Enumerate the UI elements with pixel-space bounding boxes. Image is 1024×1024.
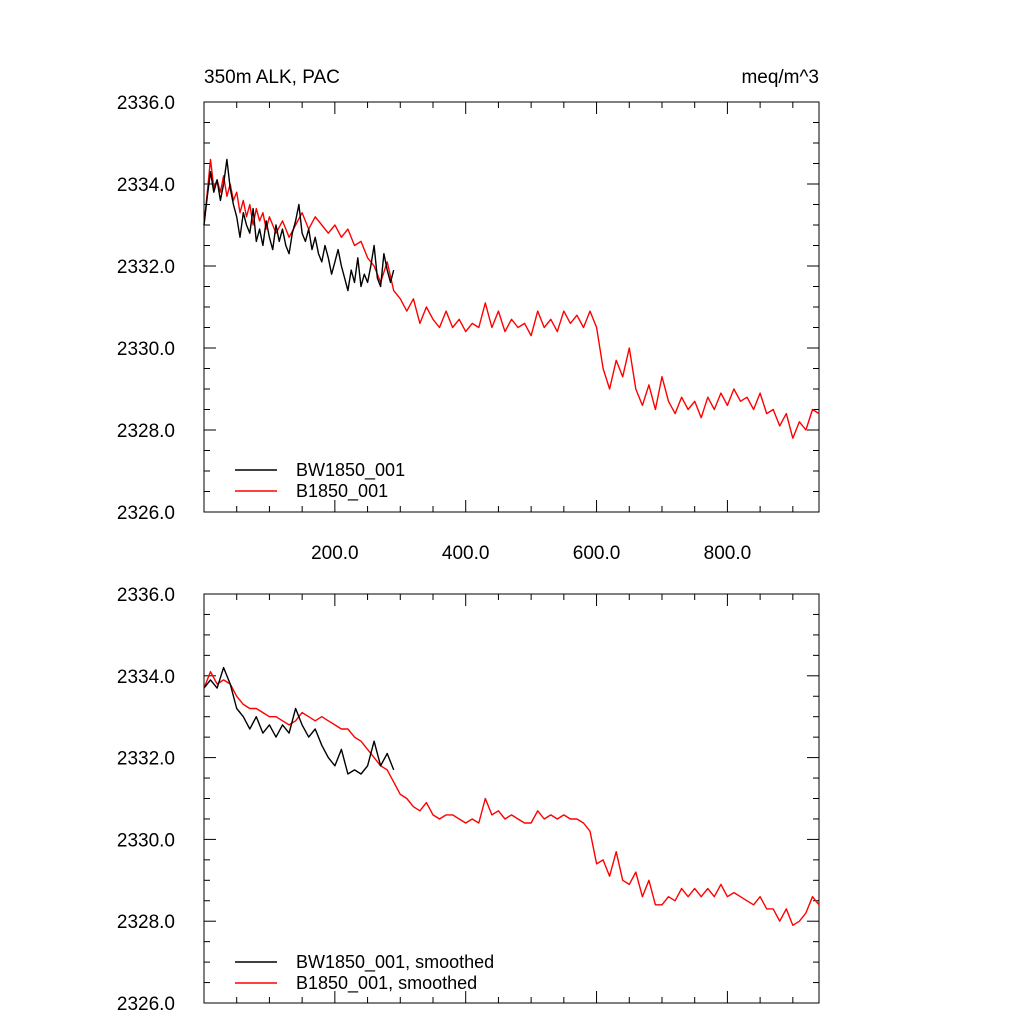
plot-units: meq/m^3 bbox=[741, 67, 819, 88]
y-tick-label: 2326.0 bbox=[117, 503, 175, 524]
y-tick-label: 2330.0 bbox=[117, 339, 175, 360]
series-line-b1850-001 bbox=[203, 158, 820, 439]
y-tick-label: 2326.0 bbox=[117, 994, 175, 1015]
y-tick-label: 2328.0 bbox=[117, 421, 175, 442]
plot-title: 350m ALK, PAC bbox=[204, 67, 340, 88]
y-tick-label: 2332.0 bbox=[117, 749, 175, 770]
legend-label: BW1850_001 bbox=[296, 460, 405, 481]
y-tick-label: 2336.0 bbox=[117, 585, 175, 606]
legend-label: B1850_001, smoothed bbox=[296, 973, 477, 994]
x-tick-label: 400.0 bbox=[442, 543, 490, 564]
bottom-panel: 2326.0 2328.0 2330.0 2332.0 2334.0 2336.0 BW18… bbox=[117, 585, 820, 1015]
series-line-bw1850-001-smoothed bbox=[203, 666, 395, 775]
plot-frame bbox=[203, 593, 820, 1004]
plot-frame bbox=[203, 101, 820, 513]
y-tick-label: 2332.0 bbox=[117, 257, 175, 278]
legend-label: BW1850_001, smoothed bbox=[296, 952, 494, 973]
y-tick-label: 2334.0 bbox=[117, 175, 175, 196]
y-tick-label: 2328.0 bbox=[117, 912, 175, 933]
top-panel: 2326.0 2328.0 2330.0 2332.0 2334.0 2336.0 200.… bbox=[117, 93, 820, 564]
x-tick-label: 600.0 bbox=[573, 543, 621, 564]
legend-label: B1850_001 bbox=[296, 481, 388, 502]
y-tick-label: 2330.0 bbox=[117, 830, 175, 851]
x-tick-label: 800.0 bbox=[704, 543, 752, 564]
series-line-bw1850-001 bbox=[203, 158, 395, 292]
series-line-b1850-001-smoothed bbox=[203, 671, 820, 926]
x-tick-label: 200.0 bbox=[311, 543, 359, 564]
y-tick-label: 2336.0 bbox=[117, 93, 175, 114]
y-tick-label: 2334.0 bbox=[117, 667, 175, 688]
